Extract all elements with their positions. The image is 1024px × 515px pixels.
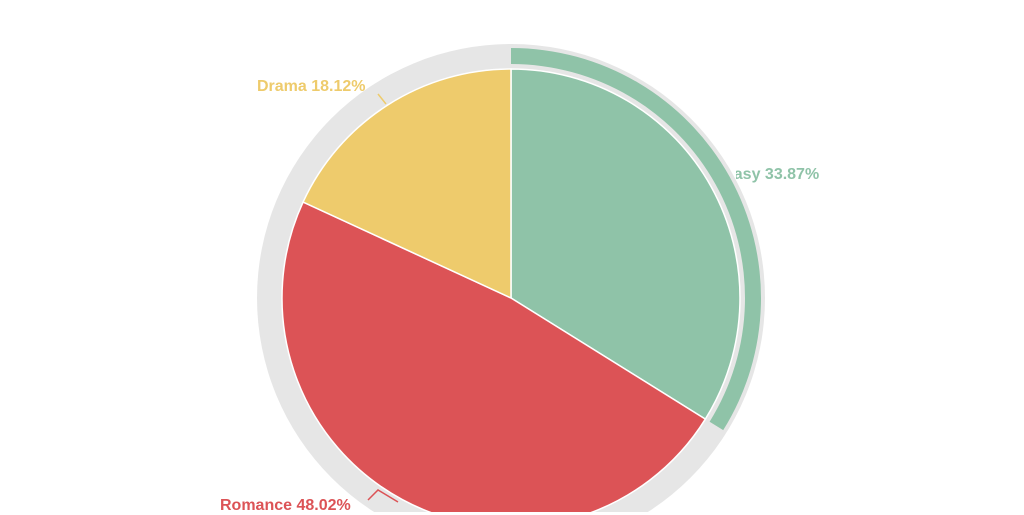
- leader-romance: [367, 489, 399, 503]
- label-drama: Drama 18.12%: [257, 78, 366, 95]
- label-fantasy: Fantasy 33.87%: [700, 166, 820, 183]
- leader-drama: [377, 93, 387, 105]
- highlight-arc-fantasy: [511, 48, 762, 431]
- slice-fantasy[interactable]: [510, 68, 741, 421]
- slice-drama[interactable]: [302, 68, 512, 300]
- label-romance: Romance 48.02%: [220, 497, 351, 514]
- slice-romance[interactable]: [281, 201, 707, 512]
